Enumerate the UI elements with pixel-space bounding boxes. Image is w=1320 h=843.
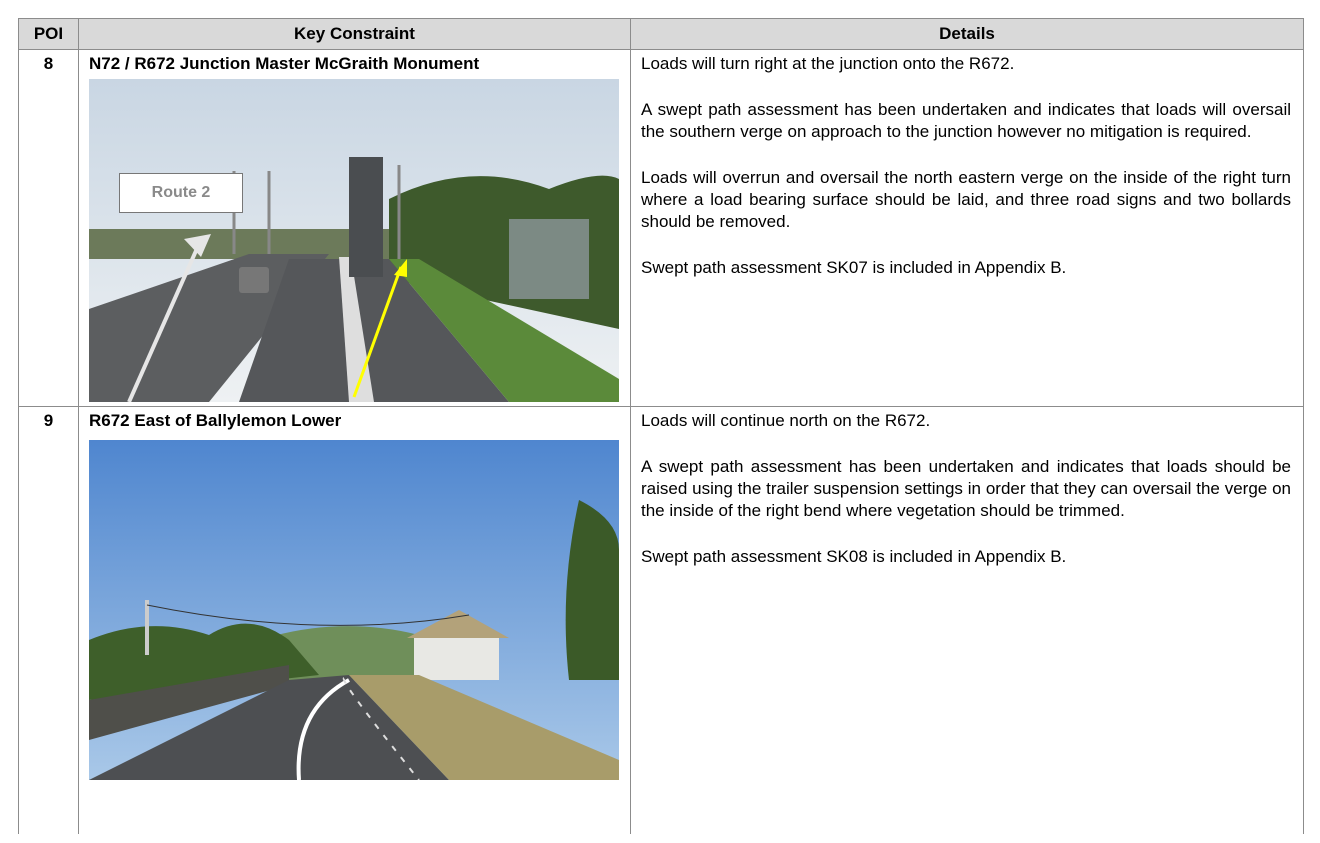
photo	[89, 440, 619, 780]
row: 9 R672 East of Ballylemon Lower	[18, 406, 1304, 834]
details-paragraph: A swept path assessment has been underta…	[641, 457, 1291, 520]
details-paragraph: A swept path assessment has been underta…	[641, 100, 1291, 141]
photo-junction	[89, 79, 619, 402]
header-cell: Key Constraint	[78, 18, 631, 50]
header-cell: POI	[18, 18, 79, 50]
header-cell: Details	[630, 18, 1304, 50]
details-paragraph: Swept path assessment SK07 is included i…	[641, 258, 1067, 277]
route-label: Route 2	[119, 173, 243, 213]
poi-table: POI Key Constraint Details 8 N72 / R672 …	[18, 18, 1304, 834]
details-paragraph: Swept path assessment SK08 is included i…	[641, 547, 1067, 566]
constraint-cell: N72 / R672 Junction Master McGraith Monu…	[78, 49, 631, 407]
poi-cell: 8	[18, 49, 79, 407]
constraint-cell: R672 East of Ballylemon Lower	[78, 406, 631, 834]
details-paragraph: Loads will overrun and oversail the nort…	[641, 168, 1291, 231]
poi-cell: 9	[18, 406, 79, 834]
details-cell: Loads will continue north on the R672. A…	[630, 406, 1304, 834]
details-paragraph: Loads will turn right at the junction on…	[641, 54, 1015, 73]
constraint-title: R672 East of Ballylemon Lower	[89, 411, 342, 430]
header-row: POI Key Constraint Details	[18, 18, 1304, 50]
photo-road	[89, 440, 619, 780]
row: 8 N72 / R672 Junction Master McGraith Mo…	[18, 49, 1304, 407]
details-cell: Loads will turn right at the junction on…	[630, 49, 1304, 407]
details-paragraph: Loads will continue north on the R672.	[641, 411, 931, 430]
photo: Route 2	[89, 79, 619, 402]
constraint-title: N72 / R672 Junction Master McGraith Monu…	[89, 54, 480, 73]
